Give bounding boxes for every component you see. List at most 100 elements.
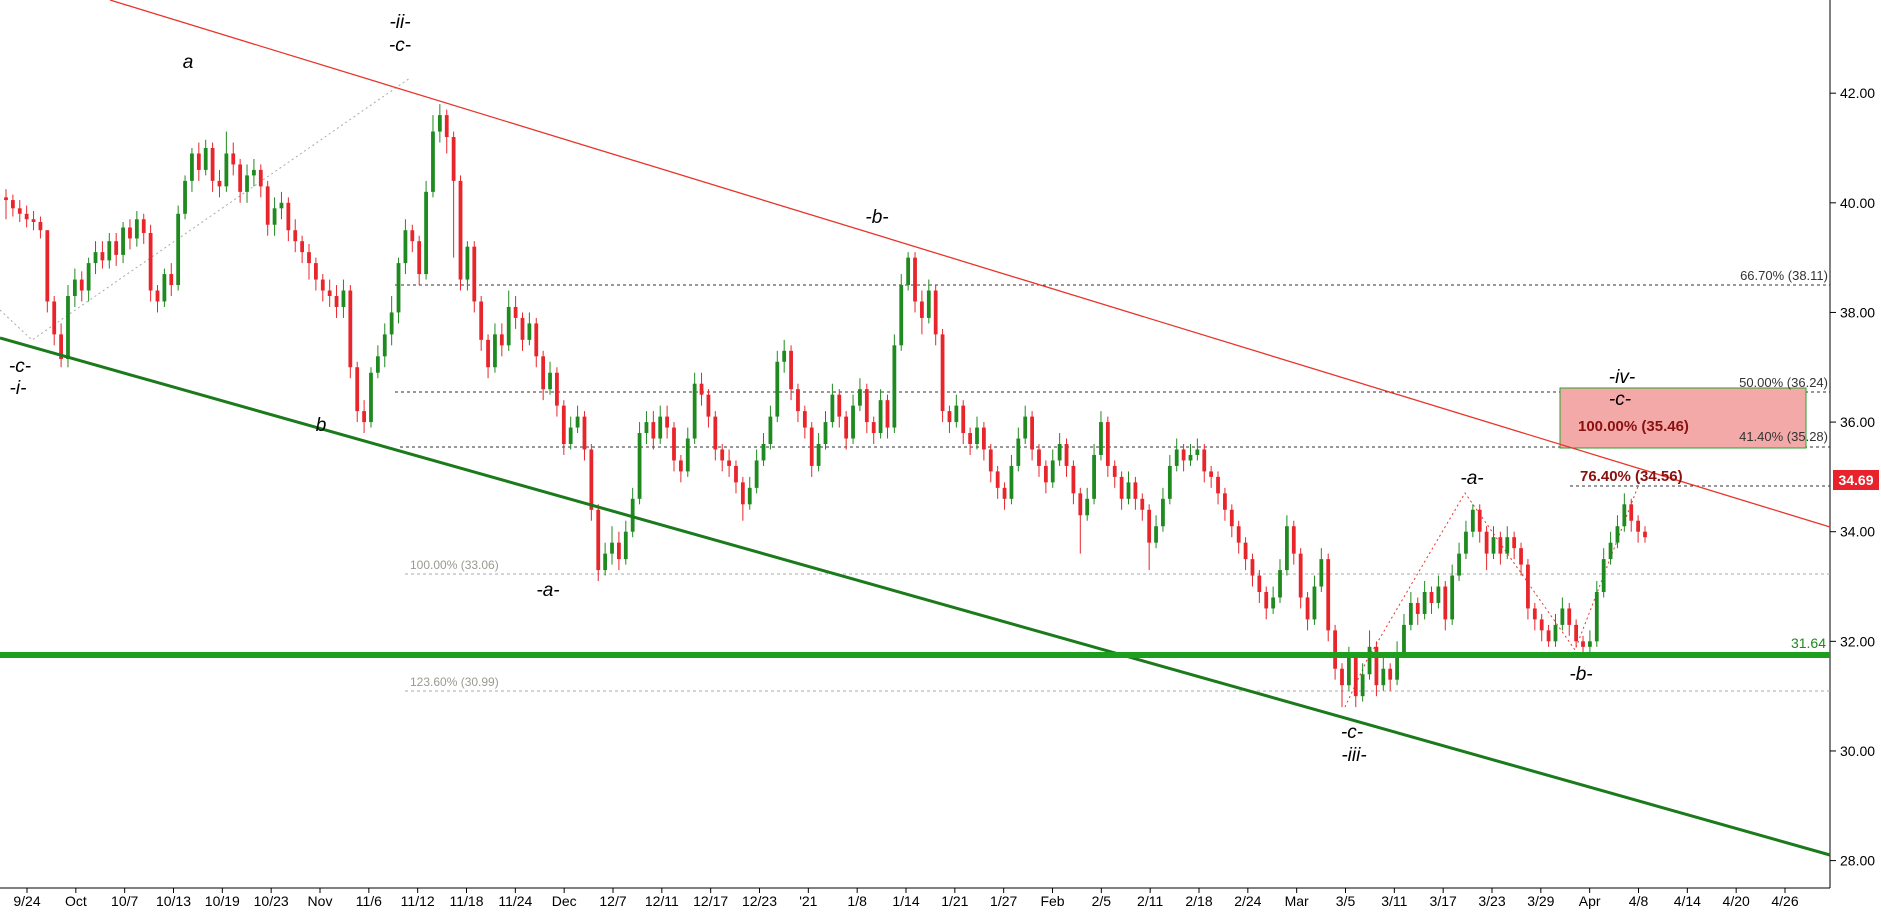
candle-body [878,400,883,434]
candle-body [947,411,952,423]
wave-label-ii: -ii- [389,12,410,33]
candle-body [1167,465,1172,499]
candle-body [699,383,704,395]
candle-body [692,383,697,439]
candle-body [720,449,725,461]
candle-body [1250,559,1255,576]
candle-body [79,279,84,291]
last-price-label: 34.69 [1838,472,1873,488]
price-tick-label: 38.00 [1840,304,1875,320]
candle-body [1023,416,1028,439]
candle-body [678,460,683,472]
candle-body [128,227,132,239]
candle-body [1071,465,1076,494]
last-price-tag [1833,470,1879,490]
candle-body [1154,526,1158,543]
date-axis: 9/24 Oct 10/7 10/13 10/19 10/23 Nov 11/6 11/12 11… [13,888,1799,909]
price-tick-label: 42.00 [1840,85,1875,101]
wave-connector-line [0,77,411,341]
candle-body [1002,487,1007,499]
candle-body [596,509,601,571]
candle-body [265,186,270,225]
candle-body [1539,619,1544,631]
candle-body [548,372,552,390]
candle-body [665,416,670,428]
candle-body [1464,531,1468,554]
wave-label-b-mar: -b- [1569,664,1592,685]
candle-body [334,296,339,307]
candle-body [830,394,835,423]
candle-body [196,153,201,170]
wave-label-a-top: a [183,52,194,73]
candle-body [286,202,291,231]
candle-body [396,263,401,313]
candle-body [155,290,160,302]
candle-body [734,465,738,483]
candle-body [575,416,580,428]
candle-body [913,257,917,302]
date-tick-label: 9/24 [13,893,40,909]
price-tick-label: 28.00 [1840,853,1875,869]
candle-body [1092,454,1096,499]
candle-body [10,200,15,209]
candle-body [1285,526,1289,571]
date-tick-label: 4/26 [1771,893,1798,909]
candle-body [975,427,979,444]
candle-body [1532,608,1537,620]
candle-body [1305,597,1310,620]
candle-body [1126,482,1131,499]
fib-label-100-00-target: 100.00% (35.46) [1578,418,1689,435]
candle-body [727,460,731,466]
candle-body [871,422,876,434]
candle-body [623,531,628,560]
candle-body [582,416,587,450]
price-tick-label: 30.00 [1840,743,1875,759]
candle-body [1512,537,1517,549]
candle-body [906,257,911,286]
candle-body [644,422,649,434]
candle-body [1181,449,1186,461]
date-tick-label: Mar [1285,893,1309,909]
candle-body [1209,471,1214,477]
date-tick-label: 10/23 [254,893,289,909]
candle-body [1360,674,1365,697]
date-tick-label: 1/8 [847,893,867,909]
upper-trend-line [109,0,1831,528]
price-tick-label: 34.00 [1840,524,1875,540]
candlestick-series [4,104,1647,708]
candle-body [1085,498,1090,516]
candle-body [1161,498,1165,527]
candle-body [72,279,77,296]
candle-body [451,137,456,181]
candle-body [1381,668,1386,686]
candle-body [66,296,70,360]
date-tick-label: Oct [65,893,87,909]
date-tick-label: 11/24 [498,893,532,909]
candle-body [1484,531,1489,554]
candle-body [1291,526,1296,554]
candle-body [1105,422,1110,466]
date-tick-label: 2/5 [1092,893,1112,909]
candle-body [685,438,690,472]
candle-body [499,334,504,346]
candle-body [1367,646,1372,675]
candle-body [1216,476,1220,494]
candle-body [307,252,311,264]
date-tick-label: 1/14 [892,893,919,909]
candle-body [437,115,442,132]
wave-label-c-left: -c- [9,356,31,377]
candle-body [933,290,938,335]
candle-body [1278,570,1282,598]
candle-body [1257,575,1262,592]
fib-label-50-00: 50.00% (36.24) [1739,375,1828,390]
candle-body [1429,592,1434,603]
date-tick-label: '21 [799,893,817,909]
candle-body [816,444,821,466]
candle-body [981,427,986,450]
candle-body [1498,537,1503,554]
date-tick-label: 11/18 [450,893,484,909]
date-tick-label: 12/11 [645,893,679,909]
date-tick-label: 10/13 [156,893,191,909]
candle-body [1346,657,1351,686]
